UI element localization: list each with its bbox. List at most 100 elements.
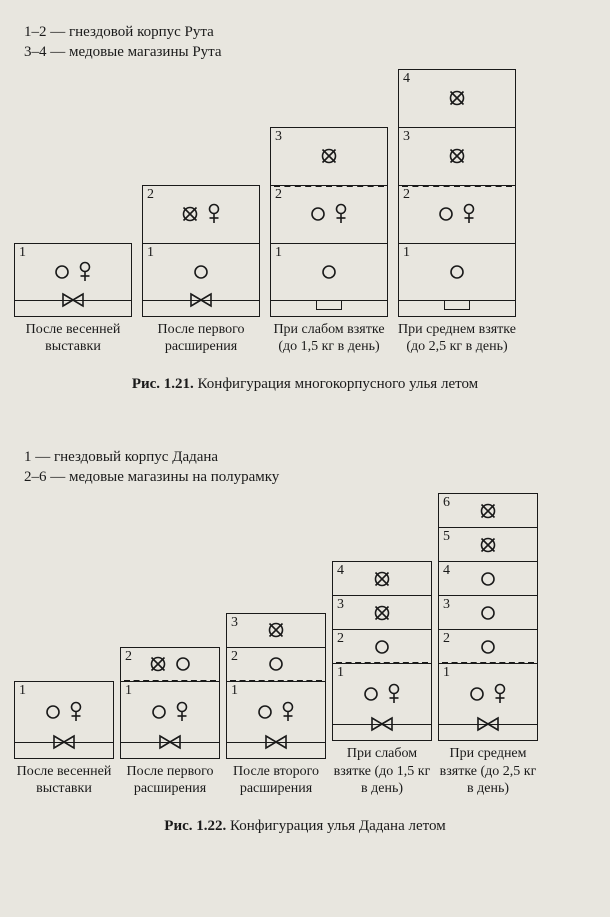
hive-stack: 12 3 4: [398, 69, 516, 301]
box-number: 1: [337, 665, 344, 681]
bowtie-icon: [263, 733, 289, 751]
queen-icon-wrap: [461, 203, 477, 225]
circle-icon-wrap: [448, 263, 466, 281]
circle_crossed-icon-wrap: [148, 654, 168, 674]
circle-icon-wrap: [174, 655, 192, 673]
circle-icon: [309, 205, 327, 223]
box-number: 3: [275, 129, 282, 145]
box-symbols: [309, 203, 349, 225]
hive-box: 3: [226, 613, 326, 647]
circle-icon: [468, 685, 486, 703]
circle-icon: [479, 604, 497, 622]
figure1-legend: 1–2 — гнездовой корпус Рута 3–4 — медовы…: [24, 22, 596, 63]
circle-crossed-icon: [478, 501, 498, 521]
hive-caption: После первого расширения: [142, 321, 260, 356]
hive-base: [270, 301, 388, 317]
box-symbols: [256, 701, 296, 723]
box-number: 2: [125, 649, 132, 665]
bowtie-icon: [157, 733, 183, 751]
box-symbols: [319, 146, 339, 166]
circle-icon: [256, 703, 274, 721]
hive-box: 5: [438, 527, 538, 561]
circle-icon: [437, 205, 455, 223]
hive-column: 12 3 При слабом взятке (до 1,5 кг в день…: [270, 127, 388, 356]
figure2-title-text: Конфигурация улья Дадана летом: [230, 818, 446, 834]
bowtie-icon: [188, 291, 214, 309]
hive-box: 4: [332, 561, 432, 595]
hive-base: [120, 743, 220, 759]
hive-stack: 1 2: [120, 647, 220, 743]
hive-box: 1: [270, 243, 388, 301]
queen-icon: [280, 701, 296, 723]
box-number: 3: [403, 129, 410, 145]
box-symbols: [447, 146, 467, 166]
base-bowtie: [51, 733, 77, 751]
box-symbols: [180, 203, 222, 225]
hive-base: [398, 301, 516, 317]
circle-icon-wrap: [192, 263, 210, 281]
hive-box: 4: [438, 561, 538, 595]
queen-icon: [386, 683, 402, 705]
box-number: 6: [443, 495, 450, 511]
hive-base: [438, 725, 538, 741]
hive-box: 3: [438, 595, 538, 629]
base-bowtie: [263, 733, 289, 751]
circle-icon-wrap: [267, 655, 285, 673]
circle-crossed-icon: [319, 146, 339, 166]
box-number: 1: [231, 683, 238, 699]
circle-icon: [320, 263, 338, 281]
figure2-row: 1 После весенней выставки1 2 После перво…: [14, 493, 596, 798]
box-number: 2: [275, 187, 282, 203]
circle-crossed-icon: [447, 88, 467, 108]
circle-icon-wrap: [437, 205, 455, 223]
legend-line: 2–6 — медовые магазины на полурамку: [24, 467, 596, 487]
hive-base: [332, 725, 432, 741]
circle-icon: [362, 685, 380, 703]
hive-caption: После весенней выставки: [14, 321, 132, 356]
queen-icon: [77, 261, 93, 283]
box-symbols: [479, 638, 497, 656]
circle-icon-wrap: [479, 638, 497, 656]
bowtie-icon: [369, 715, 395, 733]
figure1-row: 1 После весенней выставки12 После первог…: [14, 69, 596, 356]
queen-icon-wrap: [77, 261, 93, 283]
box-symbols: [373, 638, 391, 656]
box-number: 4: [443, 563, 450, 579]
circle_crossed-icon-wrap: [447, 146, 467, 166]
hive-box: 3: [398, 127, 516, 185]
hive-caption: При сред­нем взятке (до 2,5 кг в день): [438, 745, 538, 798]
box-symbols: [372, 569, 392, 589]
hive-caption: При среднем взятке (до 2,5 кг в день): [398, 321, 516, 356]
base-bowtie: [188, 291, 214, 309]
hive-stack: 12: [142, 185, 260, 301]
box-number: 1: [19, 245, 26, 261]
hive-column: 1 После весенней выставки: [14, 681, 114, 798]
queen-icon: [461, 203, 477, 225]
box-number: 3: [231, 615, 238, 631]
figure2-title-label: Рис. 1.22.: [164, 818, 226, 834]
queen-icon-wrap: [174, 701, 190, 723]
hive-caption: После второго расширения: [226, 763, 326, 798]
circle-icon-wrap: [373, 638, 391, 656]
box-symbols: [320, 263, 338, 281]
hive-box: 2: [398, 185, 516, 243]
hive-box: 3: [332, 595, 432, 629]
box-symbols: [468, 683, 508, 705]
hive-caption: При слабом взятке (до 1,5 кг в день): [332, 745, 432, 798]
box-symbols: [479, 604, 497, 622]
queen-icon-wrap: [206, 203, 222, 225]
circle-icon-wrap: [362, 685, 380, 703]
circle-icon-wrap: [320, 263, 338, 281]
hive-stack: 1 2345 6: [438, 493, 538, 725]
circle-icon: [479, 570, 497, 588]
figure-1-21: 1–2 — гнездовой корпус Рута 3–4 — медовы…: [14, 22, 596, 393]
box-symbols: [372, 603, 392, 623]
legend-line: 1 — гнездовый корпус Дадана: [24, 447, 596, 467]
circle-icon: [373, 638, 391, 656]
hive-stack: 1 23 4: [332, 561, 432, 725]
box-number: 2: [147, 187, 154, 203]
hive-caption: После весенней выставки: [14, 763, 114, 798]
hive-column: 12 3 4 При среднем взятке (до 2,5 кг в д…: [398, 69, 516, 356]
base-bowtie: [60, 291, 86, 309]
box-number: 2: [231, 649, 238, 665]
